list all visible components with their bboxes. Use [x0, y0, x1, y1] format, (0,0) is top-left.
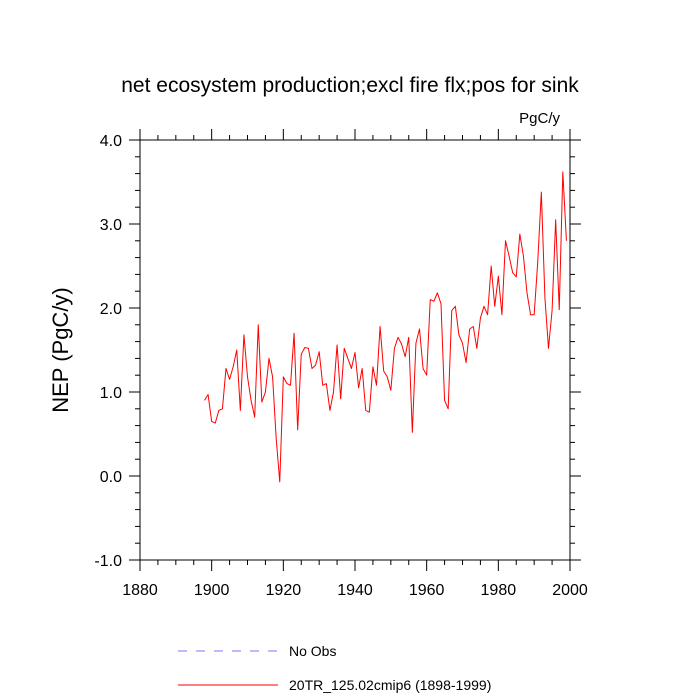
y-tick-label: 1.0: [100, 385, 122, 402]
x-tick-label: 1900: [194, 582, 230, 599]
y-axis-label: NEP (PgC/y): [48, 287, 73, 413]
x-tick-label: 2000: [552, 582, 588, 599]
series-line-1: [204, 171, 567, 483]
legend: No Obs 20TR_125.02cmip6 (1898-1999): [178, 643, 491, 693]
x-tick-label: 1980: [481, 582, 517, 599]
legend-label-model: 20TR_125.02cmip6 (1898-1999): [289, 677, 491, 693]
series-layer: [204, 171, 567, 483]
units-label: PgC/y: [519, 110, 560, 127]
y-tick-label: -1.0: [94, 553, 122, 570]
y-tick-label: 0.0: [100, 469, 122, 486]
legend-label-no-obs: No Obs: [289, 643, 336, 659]
y-tick-label: 2.0: [100, 301, 122, 318]
plot-frame: [139, 139, 571, 561]
axis-ticks: [129, 129, 581, 571]
chart-title: net ecosystem production;excl fire flx;p…: [121, 74, 579, 97]
x-tick-label: 1960: [409, 582, 445, 599]
y-tick-label: 3.0: [100, 217, 122, 234]
x-tick-labels: 1880 1900 1920 1940 1960 1980 2000: [122, 582, 588, 599]
x-tick-label: 1920: [266, 582, 302, 599]
y-tick-labels: -1.0 0.0 1.0 2.0 3.0 4.0: [94, 133, 122, 570]
y-tick-label: 4.0: [100, 133, 122, 150]
x-tick-label: 1880: [122, 582, 158, 599]
x-tick-label: 1940: [337, 582, 373, 599]
